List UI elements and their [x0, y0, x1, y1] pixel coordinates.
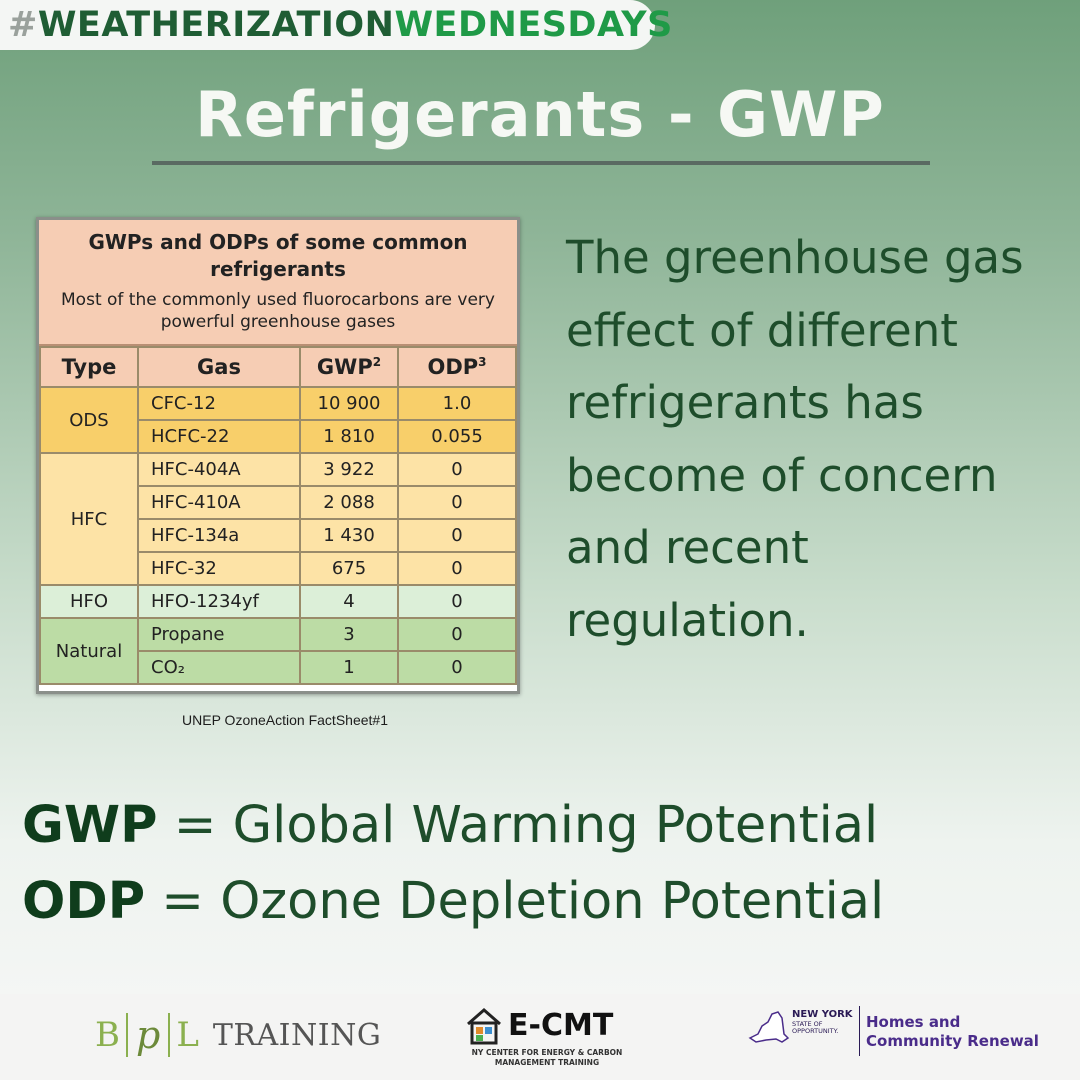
col-odp: ODP3 [397, 346, 517, 388]
gwp-cell: 3 [299, 617, 399, 652]
odp-cell: 0 [397, 485, 517, 520]
gwp-cell: 1 810 [299, 419, 399, 454]
col-gwp: GWP2 [299, 346, 399, 388]
gas-cell: HFC-404A [137, 452, 301, 487]
house-icon [467, 1008, 501, 1045]
refrigerant-table-image: GWPs and ODPs of some common refrigerant… [36, 217, 520, 694]
gwp-odp-table: Type Gas GWP2 ODP3 ODS CFC-12 10 900 1.0 HCF… [39, 346, 517, 685]
odp-cell: 0 [397, 617, 517, 652]
table-row: HCFC-22 1 810 0.055 [40, 419, 517, 454]
gwp-cell: 1 430 [299, 518, 399, 553]
gas-cell: CFC-12 [137, 386, 301, 421]
table-source-caption: UNEP OzoneAction FactSheet#1 [182, 712, 388, 728]
type-cell: HFO [39, 584, 139, 619]
gas-cell: HFC-410A [137, 485, 301, 520]
table-row: ODS CFC-12 10 900 1.0 [39, 386, 517, 454]
table-row: HFO HFO-1234yf 4 0 [39, 584, 517, 619]
col-type: Type [39, 346, 139, 388]
odp-cell: 1.0 [397, 386, 517, 421]
gas-cell: HFC-134a [137, 518, 301, 553]
gwp-cell: 3 922 [299, 452, 399, 487]
col-gas: Gas [137, 346, 301, 388]
gas-cell: HCFC-22 [137, 419, 301, 454]
explanation-text: The greenhouse gas effect of different r… [566, 231, 1024, 647]
table-row: HFC-134a 1 430 0 [40, 518, 517, 553]
gwp-cell: 10 900 [299, 386, 399, 421]
table-header-box: GWPs and ODPs of some common refrigerant… [39, 220, 517, 346]
odp-cell: 0 [397, 518, 517, 553]
definition-gwp: GWP = Global Warming Potential [22, 796, 879, 855]
odp-cell: 0 [397, 551, 517, 586]
hashtag-symbol: # [8, 5, 38, 45]
table-row: Natural Propane 3 0 [39, 617, 517, 685]
odp-cell: 0 [397, 584, 517, 619]
gas-cell: CO₂ [137, 650, 301, 685]
gwp-cell: 675 [299, 551, 399, 586]
table-row: HFC HFC-404A 3 922 0 [39, 452, 517, 586]
hashtag-word-1: WEATHERIZATION [37, 5, 395, 45]
definition-odp: ODP = Ozone Depletion Potential [22, 872, 885, 931]
gwp-cell: 1 [299, 650, 399, 685]
table-column-headers: Type Gas GWP2 ODP3 [39, 346, 517, 388]
table-row: CO₂ 1 0 [40, 650, 517, 685]
type-cell: HFC [39, 452, 139, 586]
type-cell: ODS [39, 386, 139, 454]
hashtag-banner: # WEATHERIZATION WEDNESDAYS [0, 0, 672, 50]
odp-cell: 0 [397, 452, 517, 487]
type-cell: Natural [39, 617, 139, 685]
gas-cell: HFO-1234yf [137, 584, 301, 619]
table-subheading: Most of the commonly used fluorocarbons … [61, 290, 495, 332]
ny-state-outline-icon [748, 1011, 790, 1043]
table-row: HFC-410A 2 088 0 [40, 485, 517, 520]
gwp-cell: 4 [299, 584, 399, 619]
title-underline [152, 161, 930, 165]
hashtag-word-2: WEDNESDAYS [394, 5, 673, 45]
table-heading: GWPs and ODPs of some common refrigerant… [88, 230, 468, 281]
ecmt-logo: E-CMT NY CENTER FOR ENERGY & CARBON MANAG… [462, 1002, 632, 1076]
odp-cell: 0.055 [397, 419, 517, 454]
page-title: Refrigerants - GWP [195, 78, 885, 151]
gas-cell: Propane [137, 617, 301, 652]
table-row: HFC-32 675 0 [40, 551, 517, 586]
odp-cell: 0 [397, 650, 517, 685]
logo-divider [859, 1006, 860, 1056]
gas-cell: HFC-32 [137, 551, 301, 586]
gwp-cell: 2 088 [299, 485, 399, 520]
definitions: GWP = Global Warming Potential ODP = Ozo… [22, 788, 1062, 940]
